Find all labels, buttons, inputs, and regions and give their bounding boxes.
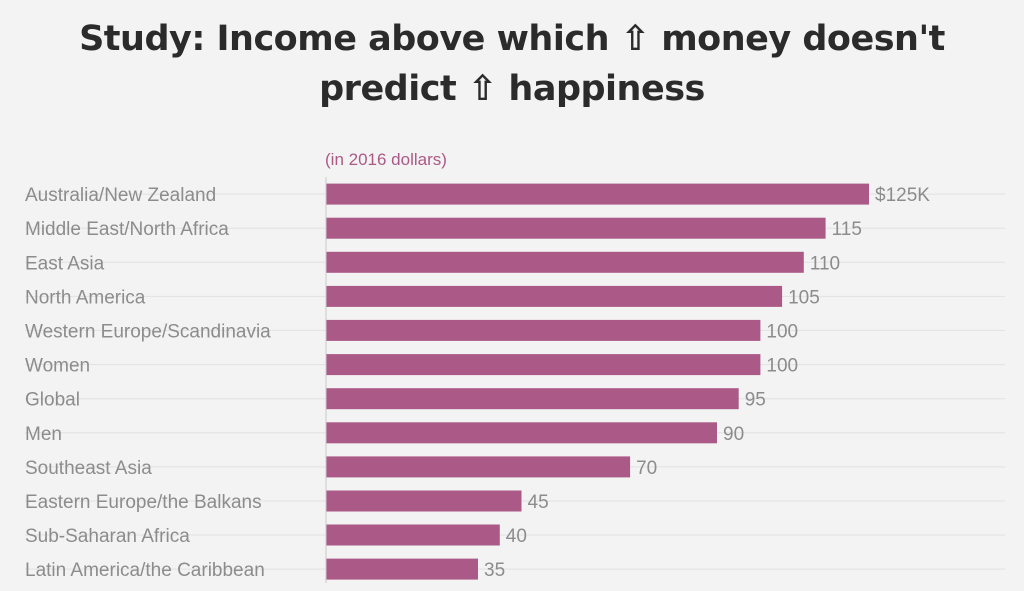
bar xyxy=(326,285,783,307)
value-label: 105 xyxy=(788,287,820,308)
value-label: 100 xyxy=(766,356,798,377)
bar xyxy=(326,558,478,580)
category-label: Global xyxy=(25,390,80,411)
value-label: 35 xyxy=(484,560,505,581)
chart-title: Study: Income above which ⇧ money doesn'… xyxy=(0,14,1024,114)
category-label: North America xyxy=(25,287,146,308)
chart-subtitle: (in 2016 dollars) xyxy=(325,150,447,169)
bar xyxy=(326,388,739,410)
chart-title-line-1: Study: Income above which ⇧ money doesn'… xyxy=(79,19,945,59)
category-label: Southeast Asia xyxy=(25,458,152,479)
chart-rows: Australia/New Zealand $125K Middle East/No… xyxy=(25,183,1005,581)
bar xyxy=(326,217,826,239)
chart-title-line-2: predict ⇧ happiness xyxy=(319,69,705,109)
category-label: Women xyxy=(25,356,90,377)
value-label: 100 xyxy=(766,321,798,342)
category-label: Middle East/North Africa xyxy=(25,219,229,240)
value-label: 115 xyxy=(832,219,862,240)
category-label: Eastern Europe/the Balkans xyxy=(25,492,262,513)
category-label: Latin America/the Caribbean xyxy=(25,560,265,581)
bar xyxy=(326,354,761,376)
bar xyxy=(326,524,500,546)
category-label: Western Europe/Scandinavia xyxy=(25,321,271,342)
category-label: Men xyxy=(25,424,62,445)
bar xyxy=(326,490,522,512)
category-label: Australia/New Zealand xyxy=(25,185,216,206)
category-label: East Asia xyxy=(25,253,105,274)
value-label: 70 xyxy=(636,458,657,479)
bar xyxy=(326,319,761,341)
bar xyxy=(326,456,631,478)
value-label: 40 xyxy=(506,526,527,547)
value-label: 90 xyxy=(723,424,744,445)
bar xyxy=(326,183,869,205)
category-label: Sub-Saharan Africa xyxy=(25,526,190,547)
value-label: 45 xyxy=(528,492,549,513)
value-label: $125K xyxy=(875,185,930,206)
bar xyxy=(326,251,804,273)
bar xyxy=(326,422,717,444)
value-label: 95 xyxy=(745,390,766,411)
value-label: 110 xyxy=(810,253,840,274)
